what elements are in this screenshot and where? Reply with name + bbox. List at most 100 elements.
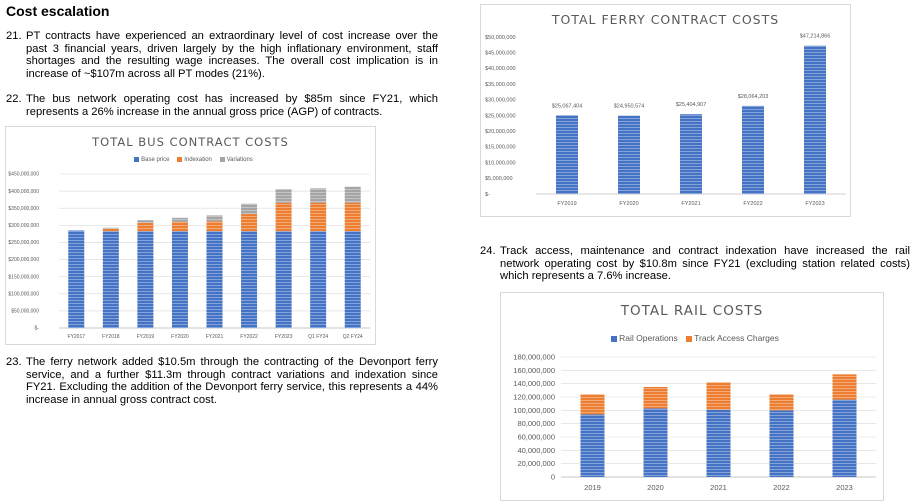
ferry-bar bbox=[556, 115, 578, 194]
bus-chart-title: TOTAL BUS CONTRACT COSTS bbox=[92, 135, 289, 149]
bus-bar bbox=[241, 214, 258, 232]
bus-y-tick-label: $400,000,000 bbox=[8, 189, 39, 195]
rail-chart-plot: 0 20,000,000 40,000,000 60,000,000 80,000,00… bbox=[513, 353, 876, 492]
bus-x-tick-label: FY2017 bbox=[68, 334, 86, 340]
paragraph-21: 21. PT contracts have experienced an ext… bbox=[6, 30, 438, 86]
rail-x-tick-label: 2021 bbox=[710, 483, 727, 492]
bus-bar bbox=[206, 221, 223, 232]
ferry-y-tick-label: $20,000,000 bbox=[485, 129, 516, 135]
ferry-bar bbox=[804, 45, 826, 195]
ferry-y-tick-label: $- bbox=[485, 192, 490, 198]
ferry-y-tick-label: $15,000,000 bbox=[485, 145, 516, 151]
rail-y-tick-label: 20,000,000 bbox=[517, 459, 555, 468]
bus-y-tick-label: $150,000,000 bbox=[8, 274, 39, 280]
bus-bar bbox=[68, 230, 85, 328]
bus-y-tick-label: $50,000,000 bbox=[11, 309, 39, 315]
paragraph-number: 21. bbox=[6, 30, 22, 42]
bus-bar bbox=[310, 188, 327, 203]
ferry-y-tick-label: $10,000,000 bbox=[485, 160, 516, 166]
legend-base-price: Base price bbox=[141, 157, 170, 164]
bus-bar bbox=[102, 228, 119, 232]
bus-x-tick-label: FY2021 bbox=[206, 334, 224, 340]
bus-x-tick-label: FY2022 bbox=[240, 334, 258, 340]
legend-swatch-base bbox=[134, 157, 140, 162]
bus-y-tick-label: $250,000,000 bbox=[8, 240, 39, 246]
legend-variations: Variations bbox=[226, 157, 253, 164]
rail-x-tick-label: 2022 bbox=[773, 483, 790, 492]
rail-y-tick-label: 40,000,000 bbox=[517, 446, 555, 455]
legend-swatch-track-access bbox=[686, 335, 693, 342]
paragraph-text: The ferry network added $10.5m through t… bbox=[26, 356, 438, 406]
rail-y-tick-label: 0 bbox=[551, 473, 555, 482]
rail-x-tick-label: 2023 bbox=[836, 483, 853, 492]
bus-y-tick-label: $- bbox=[35, 326, 40, 332]
rail-bar bbox=[580, 394, 605, 415]
paragraph-24: 24. Track access, maintenance and contra… bbox=[480, 245, 910, 287]
bus-bar bbox=[102, 231, 119, 328]
ferry-y-tick-label: $45,000,000 bbox=[485, 51, 516, 57]
rail-y-tick-label: 120,000,000 bbox=[513, 393, 555, 402]
paragraph-23: 23. The ferry network added $10.5m throu… bbox=[6, 356, 438, 412]
ferry-x-tick-label: FY2022 bbox=[743, 201, 762, 207]
ferry-x-tick-label: FY2019 bbox=[557, 201, 576, 207]
ferry-chart-title: TOTAL FERRY CONTRACT COSTS bbox=[551, 12, 780, 27]
rail-bar bbox=[706, 409, 731, 477]
bus-bar bbox=[310, 231, 327, 328]
rail-y-tick-label: 60,000,000 bbox=[517, 433, 555, 442]
rail-bar bbox=[769, 394, 794, 411]
rail-bar bbox=[832, 374, 857, 400]
legend-swatch-rail-operations bbox=[611, 335, 618, 342]
bus-bar bbox=[137, 220, 154, 223]
paragraph-text: PT contracts have experienced an extraor… bbox=[26, 30, 438, 80]
bus-bar bbox=[275, 202, 292, 232]
bus-bar bbox=[275, 189, 292, 203]
bus-bar bbox=[206, 231, 223, 328]
rail-y-tick-label: 160,000,000 bbox=[513, 366, 555, 375]
rail-bar bbox=[643, 387, 668, 409]
ferry-chart: TOTAL FERRY CONTRACT COSTS $- $5,000,000 $… bbox=[480, 4, 851, 217]
rail-bar bbox=[580, 414, 605, 477]
bus-chart-legend: Base price Indexation Variations bbox=[6, 157, 375, 163]
bus-bar bbox=[344, 231, 361, 328]
ferry-data-label: $28,064,203 bbox=[738, 94, 769, 100]
bus-bar bbox=[137, 222, 154, 232]
ferry-data-label: $47,214,866 bbox=[800, 34, 831, 40]
rail-y-tick-label: 80,000,000 bbox=[517, 419, 555, 428]
ferry-y-tick-label: $5,000,000 bbox=[485, 176, 513, 182]
bus-bar bbox=[137, 231, 154, 328]
ferry-y-tick-label: $40,000,000 bbox=[485, 66, 516, 72]
ferry-bar bbox=[618, 115, 640, 194]
bus-bar bbox=[344, 186, 361, 203]
rail-x-tick-label: 2020 bbox=[647, 483, 664, 492]
ferry-x-tick-label: FY2021 bbox=[681, 201, 700, 207]
ferry-bar bbox=[742, 105, 764, 194]
ferry-x-tick-label: FY2023 bbox=[805, 201, 824, 207]
ferry-bar bbox=[680, 114, 702, 194]
bus-y-tick-label: $200,000,000 bbox=[8, 257, 39, 263]
paragraph-text: The bus network operating cost has incre… bbox=[26, 93, 438, 118]
bus-y-tick-label: $350,000,000 bbox=[8, 206, 39, 212]
rail-y-tick-label: 140,000,000 bbox=[513, 379, 555, 388]
bus-y-tick-label: $450,000,000 bbox=[8, 172, 39, 178]
ferry-chart-plot: $- $5,000,000 $10,000,000 $15,000,000 $20,00… bbox=[485, 34, 846, 207]
section-heading: Cost escalation bbox=[6, 3, 110, 19]
rail-chart: TOTAL RAIL COSTS Rail Operations Track A… bbox=[500, 292, 884, 501]
bus-y-tick-label: $100,000,000 bbox=[8, 291, 39, 297]
ferry-y-tick-label: $35,000,000 bbox=[485, 82, 516, 88]
paragraph-number: 22. bbox=[6, 93, 22, 105]
rail-bar bbox=[832, 399, 857, 477]
rail-bar bbox=[706, 382, 731, 410]
bus-bar bbox=[171, 217, 188, 222]
bus-x-tick-label: FY2019 bbox=[137, 334, 155, 340]
ferry-y-tick-label: $50,000,000 bbox=[485, 35, 516, 41]
ferry-data-label: $25,067,404 bbox=[552, 103, 583, 109]
bus-x-tick-label: FY2023 bbox=[275, 334, 293, 340]
rail-y-tick-label: 180,000,000 bbox=[513, 353, 555, 362]
legend-track-access-charges: Track Access Charges bbox=[694, 333, 779, 343]
bus-x-tick-label: FY2018 bbox=[102, 334, 120, 340]
ferry-x-tick-label: FY2020 bbox=[619, 201, 638, 207]
bus-bar bbox=[171, 221, 188, 232]
bus-bar bbox=[275, 231, 292, 328]
rail-chart-legend: Rail Operations Track Access Charges bbox=[501, 333, 883, 343]
bus-bar bbox=[102, 227, 119, 229]
